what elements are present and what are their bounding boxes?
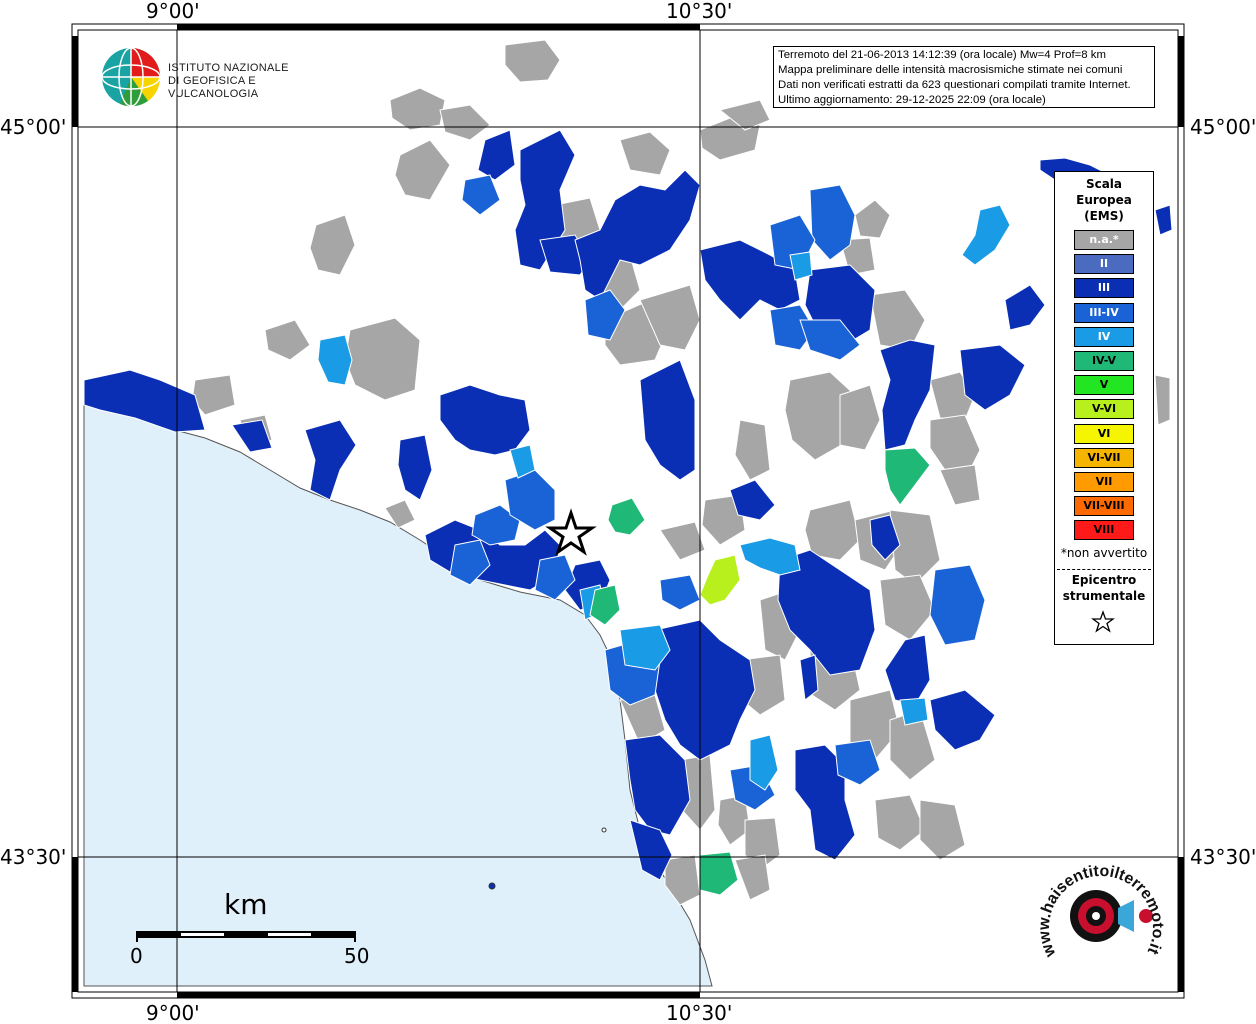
legend-item: III-IV [1074,302,1134,323]
haisentito-logo: www.haisentitoilterremoto.it [1036,863,1166,960]
event-info-box: Terremoto del 21-06-2013 14:12:39 (ora l… [773,46,1155,108]
legend-epicentre-1: Epicentro [1071,573,1137,587]
legend-epicentre: Epicentro strumentale [1055,572,1153,604]
epicentre-star [545,508,597,556]
municipalities-iv-v [589,447,931,896]
scale-end: 50 [344,944,370,968]
legend-title: Scala Europea (EMS) [1055,176,1153,224]
graticule [78,30,1178,992]
legend-item: VII-VIII [1074,496,1134,517]
lon-label-top-left: 9°00' [146,0,200,23]
legend-title-1: Scala [1085,177,1123,191]
map-frame [71,23,1185,999]
legend-item: II [1074,254,1134,275]
legend-item: IV-V [1074,351,1134,371]
logo-line-2: DI GEOFISICA E VULCANOLOGIA [168,75,259,100]
lon-label-bottom-left: 9°00' [146,1001,200,1024]
legend-item: n.a.* [1074,230,1134,250]
ems-legend: Scala Europea (EMS) n.a.* II III III-IV IV IV… [1054,171,1154,645]
municipalities-iii-iv [449,174,986,811]
event-info-line-2: Mappa preliminare delle intensità macros… [778,64,1123,76]
lon-label-bottom-right: 10°30' [666,1001,732,1024]
legend-item: V [1074,375,1134,396]
legend-title-3: (EMS) [1084,209,1124,223]
legend-item: III [1074,278,1134,299]
legend-epicentre-2: strumentale [1062,589,1146,603]
lat-label-right-upper: 45°00' [1190,115,1256,139]
event-info-line-1: Terremoto del 21-06-2013 14:12:39 (ora l… [778,49,1106,61]
legend-separator [1057,569,1151,570]
legend-item: IV [1074,326,1134,347]
lon-label-top-right: 10°30' [666,0,732,23]
ingv-logo: ISTITUTO NAZIONALE DI GEOFISICA E VULCAN… [100,46,320,112]
lat-label-left-lower: 43°30' [0,845,66,869]
island-capraia [488,882,496,890]
legend-item: VII [1074,472,1134,492]
lat-label-right-lower: 43°30' [1190,845,1256,869]
scale-unit: km [224,888,268,921]
municipality-v-vi [699,554,741,606]
legend-item: VI-VII [1074,447,1134,468]
legend-title-2: Europea [1076,193,1132,207]
star-icon [1091,610,1115,633]
scale-bar [136,931,356,942]
scale-start: 0 [130,944,143,968]
legend-item: V-VI [1074,399,1134,420]
municipalities-iii [83,129,1173,881]
island-gorgona [601,827,607,833]
legend-item: VI [1074,423,1134,444]
event-info-line-3: Dati non verificati estratti da 623 ques… [778,79,1131,91]
lat-label-left-upper: 45°00' [0,115,66,139]
event-info-line-4: Ultimo aggiornamento: 29-12-2025 22:09 (… [778,94,1046,106]
logo-line-1: ISTITUTO NAZIONALE [168,62,289,74]
globe-icon [101,47,161,107]
legend-note: *non avvertito [1060,546,1148,560]
legend-item: VIII [1074,520,1134,541]
